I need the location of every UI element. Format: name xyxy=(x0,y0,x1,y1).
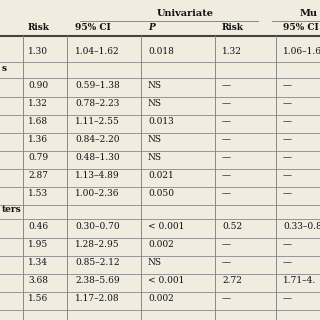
Text: 0.59–1.38: 0.59–1.38 xyxy=(75,81,120,90)
Text: 1.53: 1.53 xyxy=(28,189,48,198)
Text: 1.71–4.: 1.71–4. xyxy=(283,276,316,285)
Text: —: — xyxy=(222,294,231,303)
Text: NS: NS xyxy=(148,135,162,144)
Text: —: — xyxy=(283,99,292,108)
Text: 0.52: 0.52 xyxy=(222,222,242,231)
Text: 95% CI: 95% CI xyxy=(283,23,319,32)
Text: 1.28–2.95: 1.28–2.95 xyxy=(75,240,120,249)
Text: —: — xyxy=(283,81,292,90)
Text: —: — xyxy=(283,135,292,144)
Text: —: — xyxy=(222,117,231,126)
Text: 1.13–4.89: 1.13–4.89 xyxy=(75,171,120,180)
Text: 0.48–1.30: 0.48–1.30 xyxy=(75,153,120,162)
Text: 0.78–2.23: 0.78–2.23 xyxy=(75,99,119,108)
Text: NS: NS xyxy=(148,153,162,162)
Text: 1.56: 1.56 xyxy=(28,294,48,303)
Text: —: — xyxy=(283,240,292,249)
Text: —: — xyxy=(283,294,292,303)
Text: 0.050: 0.050 xyxy=(148,189,174,198)
Text: 1.00–2.36: 1.00–2.36 xyxy=(75,189,119,198)
Text: NS: NS xyxy=(148,99,162,108)
Text: < 0.001: < 0.001 xyxy=(148,276,184,285)
Text: —: — xyxy=(222,81,231,90)
Text: 1.30: 1.30 xyxy=(28,47,48,56)
Text: 1.32: 1.32 xyxy=(28,99,48,108)
Text: —: — xyxy=(283,258,292,267)
Text: 1.11–2.55: 1.11–2.55 xyxy=(75,117,120,126)
Text: 0.46: 0.46 xyxy=(28,222,48,231)
Text: 0.84–2.20: 0.84–2.20 xyxy=(75,135,119,144)
Text: 0.013: 0.013 xyxy=(148,117,174,126)
Text: 0.90: 0.90 xyxy=(28,81,48,90)
Text: —: — xyxy=(222,135,231,144)
Text: 1.68: 1.68 xyxy=(28,117,48,126)
Text: 1.95: 1.95 xyxy=(28,240,48,249)
Text: —: — xyxy=(283,153,292,162)
Text: —: — xyxy=(222,99,231,108)
Text: s: s xyxy=(2,64,7,73)
Text: 0.33–0.8: 0.33–0.8 xyxy=(283,222,320,231)
Text: 1.36: 1.36 xyxy=(28,135,48,144)
Text: 3.68: 3.68 xyxy=(28,276,48,285)
Text: NS: NS xyxy=(148,258,162,267)
Text: 1.06–1.6: 1.06–1.6 xyxy=(283,47,320,56)
Text: 95% CI: 95% CI xyxy=(75,23,111,32)
Text: ters: ters xyxy=(2,205,22,214)
Text: 0.002: 0.002 xyxy=(148,240,174,249)
Text: 2.72: 2.72 xyxy=(222,276,242,285)
Text: P: P xyxy=(148,23,155,32)
Text: 0.021: 0.021 xyxy=(148,171,174,180)
Text: Mu: Mu xyxy=(300,9,318,18)
Text: 0.018: 0.018 xyxy=(148,47,174,56)
Text: 1.04–1.62: 1.04–1.62 xyxy=(75,47,120,56)
Text: —: — xyxy=(222,171,231,180)
Text: 2.38–5.69: 2.38–5.69 xyxy=(75,276,120,285)
Text: —: — xyxy=(222,153,231,162)
Text: Risk: Risk xyxy=(28,23,50,32)
Text: 0.002: 0.002 xyxy=(148,294,174,303)
Text: 1.17–2.08: 1.17–2.08 xyxy=(75,294,120,303)
Text: —: — xyxy=(283,189,292,198)
Text: 0.30–0.70: 0.30–0.70 xyxy=(75,222,120,231)
Text: 1.34: 1.34 xyxy=(28,258,48,267)
Text: —: — xyxy=(283,117,292,126)
Text: —: — xyxy=(222,189,231,198)
Text: —: — xyxy=(283,171,292,180)
Text: < 0.001: < 0.001 xyxy=(148,222,184,231)
Text: —: — xyxy=(222,258,231,267)
Text: NS: NS xyxy=(148,81,162,90)
Text: 1.32: 1.32 xyxy=(222,47,242,56)
Text: Risk: Risk xyxy=(222,23,244,32)
Text: Univariate: Univariate xyxy=(156,9,213,18)
Text: 0.79: 0.79 xyxy=(28,153,48,162)
Text: —: — xyxy=(222,240,231,249)
Text: 0.85–2.12: 0.85–2.12 xyxy=(75,258,120,267)
Text: 2.87: 2.87 xyxy=(28,171,48,180)
